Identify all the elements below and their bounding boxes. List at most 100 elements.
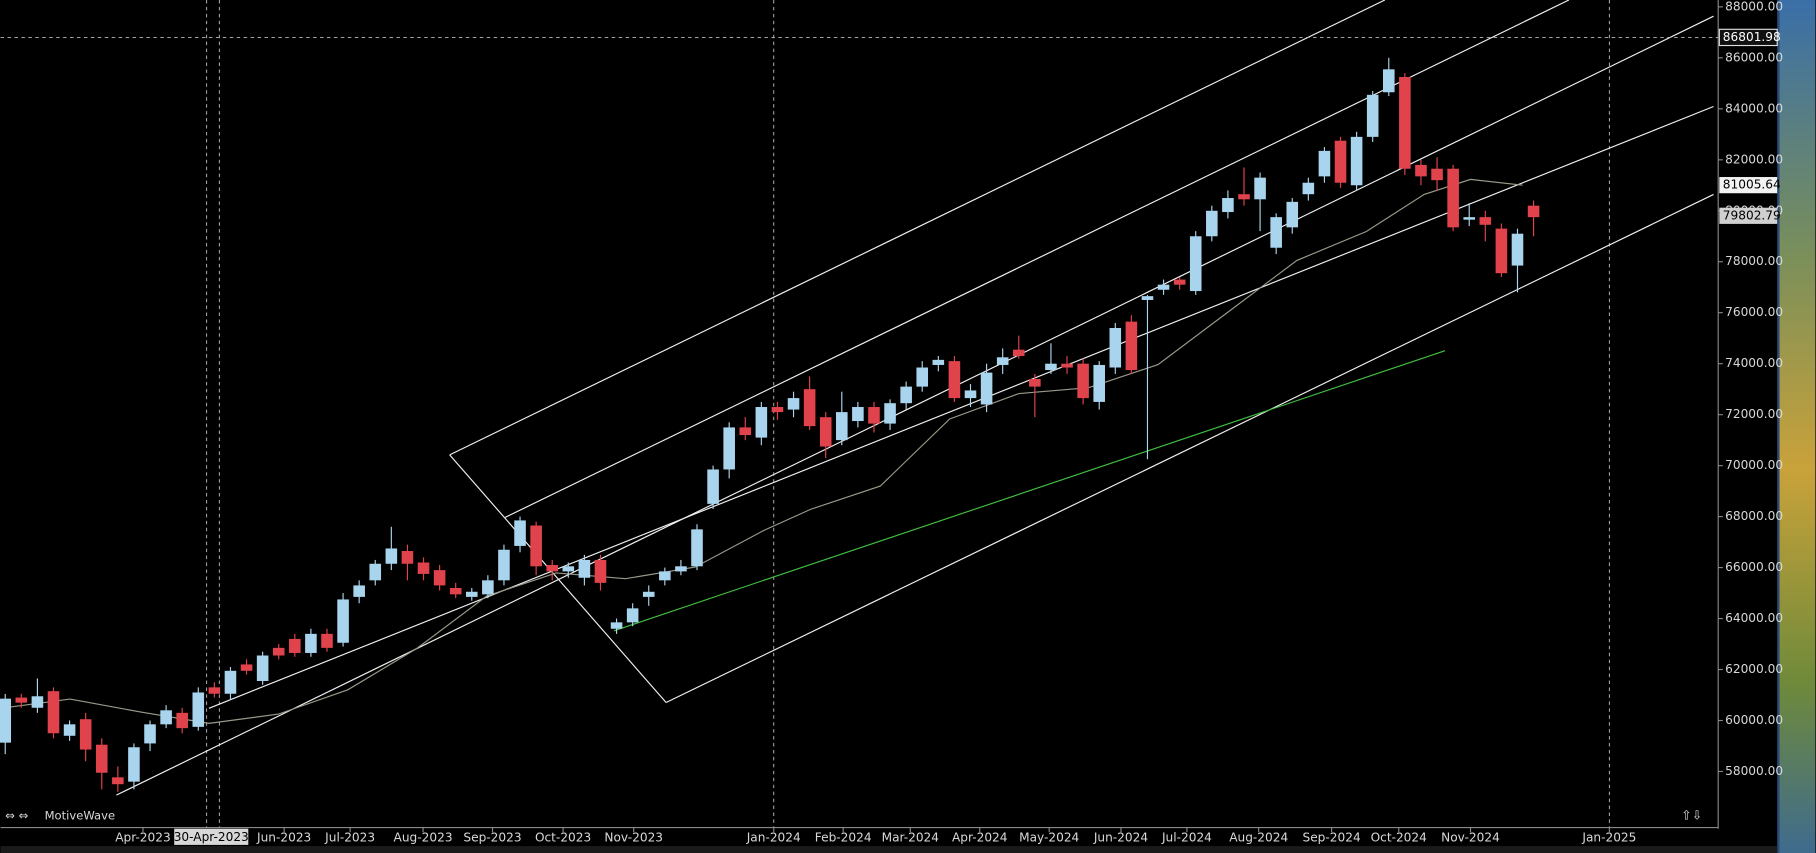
candle-body <box>1012 349 1025 357</box>
candle-body <box>1157 284 1170 290</box>
y-tick-label: 78000.00 <box>1725 254 1783 268</box>
x-tick-label: Aug-2023 <box>394 830 453 844</box>
x-tick-label: Nov-2023 <box>604 830 663 844</box>
candle-body <box>1238 194 1250 200</box>
candle-body <box>417 562 430 574</box>
candle-body <box>160 710 172 725</box>
y-tick-label: 82000.00 <box>1725 152 1783 166</box>
candle-body <box>755 407 768 438</box>
candle-body <box>1093 364 1105 402</box>
crosshair-date: 30-Apr-2023 <box>174 830 249 844</box>
candle-body <box>852 407 864 422</box>
candle-body <box>208 687 221 694</box>
candle-body <box>707 469 719 504</box>
candle-body <box>337 599 349 643</box>
crosshair-date-box <box>174 828 249 845</box>
candle-body <box>1254 177 1266 200</box>
last-price-box <box>1719 207 1778 224</box>
last-price-box <box>1719 177 1778 194</box>
x-tick-label: Jun-2024 <box>1093 830 1149 844</box>
candle-body <box>1511 233 1524 266</box>
y-tick-label: 72000.00 <box>1725 407 1783 421</box>
x-tick-label: Aug-2024 <box>1229 830 1288 844</box>
candle-body <box>1431 168 1443 181</box>
nav-arrows[interactable]: ⇔ ⇔ <box>5 808 28 822</box>
y-tick-label: 68000.00 <box>1725 509 1783 523</box>
candle-body <box>1447 168 1459 228</box>
candle-body <box>1141 296 1154 300</box>
candle-body <box>1189 236 1202 292</box>
y-tick-label: 60000.00 <box>1725 713 1783 727</box>
candle-body <box>353 585 365 597</box>
candle-body <box>562 566 575 572</box>
candle-body <box>1302 182 1315 195</box>
candle-body <box>932 359 945 365</box>
status-strip <box>0 846 1778 853</box>
candle-body <box>31 696 44 708</box>
candle-body <box>112 777 124 785</box>
x-tick-label: Jan-2025 <box>1581 830 1636 844</box>
y-tick-label: 76000.00 <box>1725 305 1783 319</box>
candle-body <box>610 622 623 629</box>
candle-body <box>63 724 76 736</box>
candle-body <box>272 647 285 656</box>
x-tick-label: May-2024 <box>1019 830 1079 844</box>
candle-body <box>1495 228 1508 274</box>
candle-body <box>433 570 446 586</box>
x-tick-label: Oct-2023 <box>535 830 591 844</box>
y-tick-label: 70000.00 <box>1725 458 1783 472</box>
scroll-arrows[interactable]: ⇧⇩ <box>1681 808 1702 823</box>
candle-body <box>514 520 526 546</box>
x-tick-label: Oct-2024 <box>1371 830 1428 844</box>
candle-body <box>289 638 301 653</box>
candle-body <box>15 697 28 703</box>
candle-body <box>948 361 961 399</box>
candle-body <box>1206 210 1218 237</box>
candle-body <box>1318 150 1331 177</box>
candle-body <box>1415 164 1427 177</box>
candle-body <box>868 407 880 424</box>
candle-body <box>626 608 639 623</box>
x-tick-label: Mar-2024 <box>882 830 940 844</box>
candle-body <box>144 724 156 744</box>
candles <box>0 57 1540 792</box>
candle-body <box>916 367 929 387</box>
candle-body <box>449 587 462 595</box>
candle-body <box>192 692 205 727</box>
x-tick-label: Nov-2024 <box>1441 830 1500 844</box>
y-tick-label: 66000.00 <box>1725 560 1783 574</box>
candle-body <box>642 591 655 597</box>
x-tick-label: Jul-2023 <box>324 830 375 844</box>
candle-body <box>1045 363 1057 371</box>
candle-body <box>240 664 253 671</box>
candle-body <box>321 633 333 648</box>
desktop-wallpaper <box>1779 0 1816 853</box>
crosshair-price-box <box>1718 28 1778 47</box>
x-tick-label: Jan-2024 <box>746 830 801 844</box>
candle-body <box>771 407 784 413</box>
candle-body <box>1479 217 1492 225</box>
candle-body <box>1173 279 1186 285</box>
x-tick-label: Apr-2023 <box>115 830 171 844</box>
candle-body <box>675 566 687 572</box>
candle-body <box>996 357 1009 365</box>
candle-body <box>369 563 382 581</box>
candle-body <box>465 591 478 597</box>
candle-body <box>256 655 269 681</box>
x-tick-label: Jul-2024 <box>1161 830 1212 844</box>
candle-body <box>1061 363 1073 368</box>
candle-body <box>1463 217 1476 220</box>
x-tick-label: Apr-2024 <box>952 830 1008 844</box>
y-tick-label: 86000.00 <box>1725 50 1783 64</box>
candle-body <box>1527 205 1540 218</box>
candle-body <box>964 390 977 399</box>
candle-body <box>95 744 108 773</box>
candle-body <box>1270 217 1282 248</box>
candle-body <box>128 747 140 782</box>
last-price-label: 81005.64 <box>1723 178 1781 192</box>
y-tick-label: 58000.00 <box>1725 764 1783 778</box>
candle-body <box>482 580 494 595</box>
candle-body <box>176 712 188 729</box>
